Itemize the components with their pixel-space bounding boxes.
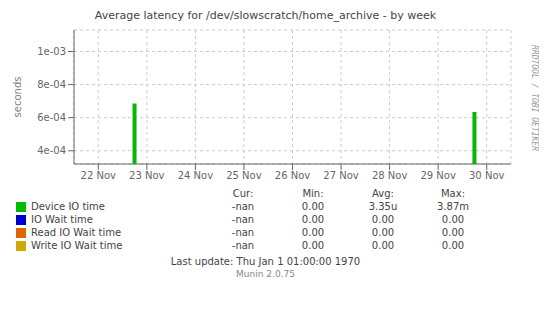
html-text:0.00: 0.00 <box>301 227 325 238</box>
html-text:3.35u: 3.35u <box>368 201 398 212</box>
html-text:-nan: -nan <box>231 240 255 251</box>
html-text:Avg:: Avg: <box>372 188 394 199</box>
html-text:0.00: 0.00 <box>371 227 395 238</box>
svg-text:6e-04: 6e-04 <box>37 112 66 123</box>
html-text:0.00: 0.00 <box>301 201 325 212</box>
svg-text:30 Nov: 30 Nov <box>469 170 505 181</box>
html-text:Max:: Max: <box>441 188 465 199</box>
html-text:3.87m: 3.87m <box>437 201 469 212</box>
html-text:0.00: 0.00 <box>371 214 395 225</box>
svg-text:seconds: seconds <box>12 77 23 118</box>
html-text:IO Wait time: IO Wait time <box>31 214 93 225</box>
svg-text:26 Nov: 26 Nov <box>275 170 311 181</box>
html-text:Munin 2.0.75: Munin 2.0.75 <box>236 269 295 279</box>
svg-text:23 Nov: 23 Nov <box>129 170 165 181</box>
svg-text:28 Nov: 28 Nov <box>372 170 408 181</box>
html-text:-nan: -nan <box>231 227 255 238</box>
html-text:0.00: 0.00 <box>441 240 465 251</box>
svg-text:4e-04: 4e-04 <box>37 145 66 156</box>
html-text:RRDTOOL / TOBI OETIKER: RRDTOOL / TOBI OETIKER <box>530 45 539 151</box>
html-text:0.00: 0.00 <box>441 227 465 238</box>
svg-text:25 Nov: 25 Nov <box>226 170 262 181</box>
html-text:0.00: 0.00 <box>301 214 325 225</box>
html-text:-nan: -nan <box>231 201 255 212</box>
html-text:Write IO Wait time: Write IO Wait time <box>31 240 123 251</box>
svg-text:27 Nov: 27 Nov <box>323 170 359 181</box>
html-text:Average latency for /dev/slows: Average latency for /dev/slowscratch/hom… <box>94 9 437 22</box>
html-text:0.00: 0.00 <box>301 240 325 251</box>
html-text:0.00: 0.00 <box>441 214 465 225</box>
svg-text:1e-03: 1e-03 <box>37 46 66 57</box>
html-text:Cur:: Cur: <box>232 188 254 199</box>
html-text:Device IO time: Device IO time <box>31 201 105 212</box>
svg-text:8e-04: 8e-04 <box>37 79 66 90</box>
svg-text:29 Nov: 29 Nov <box>420 170 456 181</box>
html-text:Last update: Thu Jan 1 01:00:0: Last update: Thu Jan 1 01:00:00 1970 <box>170 256 361 267</box>
html-text:-nan: -nan <box>231 214 255 225</box>
html-text:0.00: 0.00 <box>371 240 395 251</box>
svg-text:22 Nov: 22 Nov <box>81 170 117 181</box>
html-text:Read IO Wait time: Read IO Wait time <box>31 227 122 238</box>
html-text:Min:: Min: <box>302 188 324 199</box>
svg-text:24 Nov: 24 Nov <box>178 170 214 181</box>
